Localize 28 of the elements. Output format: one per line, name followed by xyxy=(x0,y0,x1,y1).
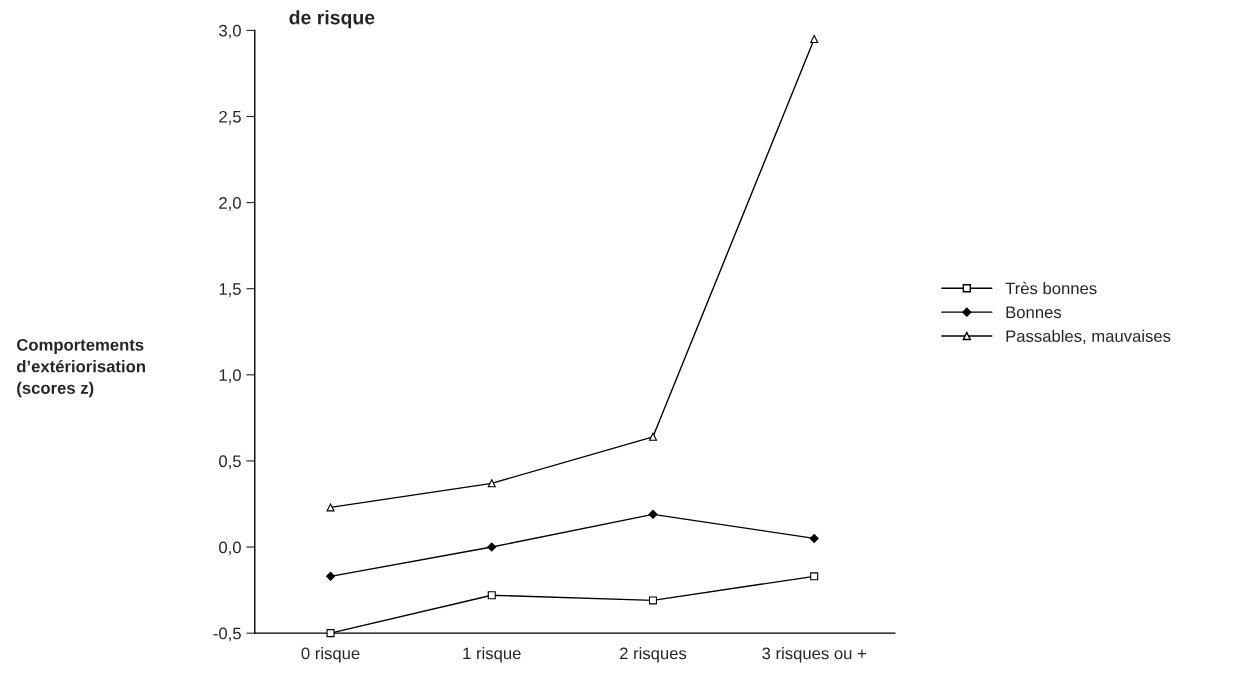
point xyxy=(648,509,658,519)
point xyxy=(648,596,658,605)
point xyxy=(326,571,336,581)
y-tick-label: 0,5 xyxy=(219,455,241,470)
y-tick-label: 1,5 xyxy=(219,283,241,297)
legend-label: Passables, mauvaises xyxy=(1006,329,1171,344)
y-tick-label: 2,5 xyxy=(219,110,241,125)
x-tick-label: 2 risques xyxy=(620,647,687,663)
y-tick-label: -0,5 xyxy=(213,627,241,642)
chart-title: de risque xyxy=(289,10,375,29)
point xyxy=(326,629,335,638)
y-tick-label: 2,0 xyxy=(219,197,241,211)
point xyxy=(810,34,819,44)
point xyxy=(487,479,496,488)
x-tick-label: 3 risques ou + xyxy=(762,647,866,663)
y-tick-label: 0,0 xyxy=(219,541,241,556)
legend-label: Très bonnes xyxy=(1005,281,1097,295)
point xyxy=(809,533,819,543)
point xyxy=(487,591,496,600)
point xyxy=(487,542,497,552)
x-tick-label: 1 risque xyxy=(463,647,521,663)
y-tick-label: 3,0 xyxy=(219,24,241,39)
y-tick-label: 1,0 xyxy=(219,369,241,383)
point xyxy=(810,572,819,581)
y-axis-title: Comportements d’extériorisation (scores z) xyxy=(17,338,145,398)
x-tick-label: 0 risque xyxy=(301,647,360,663)
point xyxy=(648,432,658,441)
legend-label: Bonnes xyxy=(1006,306,1062,319)
